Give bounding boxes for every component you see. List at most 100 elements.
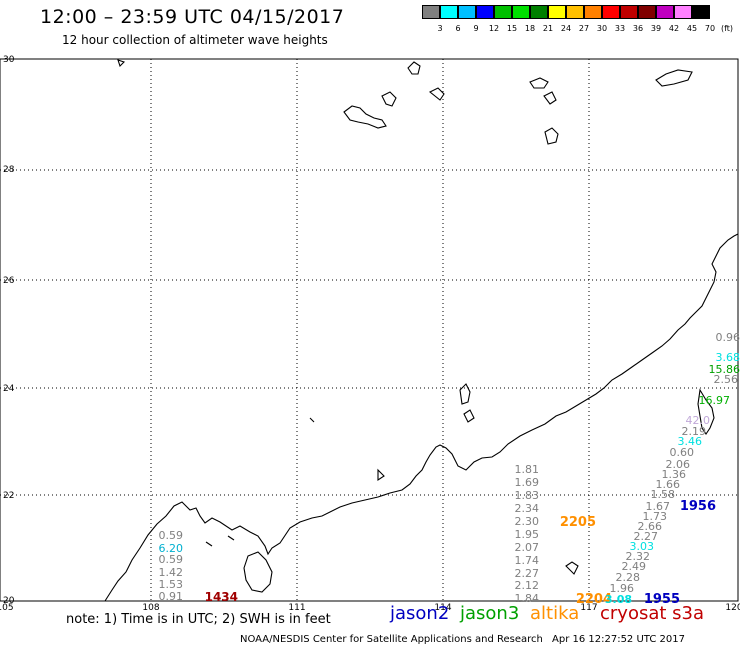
pass-time-label: 1955 — [644, 592, 680, 607]
wave-height-value: 1.67 — [646, 500, 671, 513]
wave-height-value: 3.46 — [678, 435, 703, 448]
wave-height-value: 6.20 — [159, 542, 184, 555]
wave-height-value: 2.06 — [666, 458, 691, 471]
latitude-tick: 20 — [3, 596, 15, 606]
scale-swatch — [620, 5, 638, 19]
scale-label: 33 — [614, 24, 626, 33]
longitude-tick: 114 — [434, 603, 451, 613]
wave-height-value: 1.83 — [515, 489, 540, 502]
scale-swatch — [440, 5, 458, 19]
longitude-tick: 105 — [0, 603, 14, 613]
scale-label: 21 — [542, 24, 554, 33]
wave-height-value: 2.28 — [616, 571, 641, 584]
wave-height-value: 2.32 — [626, 550, 651, 563]
longitude-tick: 111 — [288, 603, 305, 613]
graticule — [0, 59, 738, 601]
satellite-legend-jason2: jason2 — [390, 603, 450, 624]
scale-swatch — [458, 5, 476, 19]
scale-label: 3 — [437, 24, 443, 33]
wave-height-value: 0.59 — [159, 529, 184, 542]
footer-credit: NOAA/NESDIS Center for Satellite Applica… — [240, 634, 543, 645]
wave-height-value: 0.96 — [716, 331, 740, 344]
scale-swatch — [548, 5, 566, 19]
wave-height-value: 2.07 — [515, 541, 540, 554]
longitude-tick: 108 — [142, 603, 159, 613]
wave-height-value: 0.91 — [159, 590, 184, 603]
longitude-tick: 117 — [580, 603, 597, 613]
wave-height-value: 1.69 — [515, 476, 540, 489]
scale-swatch — [656, 5, 674, 19]
wave-height-value: 2.12 — [515, 579, 540, 592]
wave-height-value: 1.96 — [610, 582, 635, 595]
wave-height-value: 3.68 — [716, 351, 740, 364]
scale-label: 12 — [488, 24, 500, 33]
wave-height-value: 2.27 — [634, 530, 659, 543]
map-frame — [0, 58, 739, 602]
scale-label: 27 — [578, 24, 590, 33]
coastline — [104, 59, 739, 602]
wave-height-value: 1.53 — [159, 578, 184, 591]
wave-height-value: 2.49 — [622, 560, 647, 573]
wave-height-value: 0.59 — [159, 553, 184, 566]
scale-label: 18 — [524, 24, 536, 33]
pass-time-label: 3.08 — [605, 593, 632, 606]
longitude-ticks: 105 108 111 114 117 120 — [0, 603, 740, 613]
scale-swatch — [584, 5, 602, 19]
scale-swatch — [602, 5, 620, 19]
scale-label: 39 — [650, 24, 662, 33]
wave-height-value: 15.86 — [709, 363, 740, 376]
wave-height-value: 2.27 — [515, 567, 540, 580]
wave-height-tracks: 0.963.6815.862.5616.9742.02.193.460.602.… — [159, 331, 740, 605]
scale-label: 24 — [560, 24, 572, 33]
scale-label: 45 — [686, 24, 698, 33]
longitude-tick: 120 — [725, 603, 740, 613]
scale-label: 15 — [506, 24, 518, 33]
wave-height-value: 2.56 — [714, 373, 739, 386]
latitude-tick: 24 — [3, 384, 15, 394]
footer-timestamp: Apr 16 12:27:52 UTC 2017 — [552, 634, 685, 645]
latitude-tick: 28 — [3, 165, 15, 175]
scale-swatch — [494, 5, 512, 19]
pass-time-label: 1956 — [680, 499, 716, 514]
pass-time-label: 2205 — [560, 515, 596, 530]
pass-time-stamps: 1956 1955 2205 2204 1434 3.08 — [205, 499, 716, 607]
wave-height-value: 2.19 — [682, 425, 707, 438]
latitude-tick: 22 — [3, 491, 14, 501]
wave-height-value: 3.03 — [630, 540, 655, 553]
satellite-legend-jason3: jason3 — [460, 603, 520, 624]
wave-height-value: 2.34 — [515, 502, 540, 515]
latitude-tick: 30 — [3, 55, 15, 65]
scale-label: 9 — [473, 24, 479, 33]
scale-label: 6 — [455, 24, 461, 33]
scale-swatch — [530, 5, 548, 19]
wave-height-value: 1.81 — [515, 463, 540, 476]
wave-height-value: 16.97 — [699, 394, 731, 407]
scale-label: 30 — [596, 24, 608, 33]
scale-swatch — [638, 5, 656, 19]
scale-swatch — [692, 5, 710, 19]
scale-label: 42 — [668, 24, 680, 33]
wave-height-value: 2.30 — [515, 515, 540, 528]
wave-height-value: 1.66 — [656, 478, 681, 491]
scale-swatch — [674, 5, 692, 19]
scale-swatch — [422, 5, 440, 19]
wave-height-value: 1.36 — [662, 468, 687, 481]
scale-swatch — [476, 5, 494, 19]
scale-unit: (ft) — [720, 24, 734, 33]
wave-height-value: 1.95 — [515, 528, 540, 541]
pass-time-label: 2204 — [576, 592, 612, 607]
scale-label: 36 — [632, 24, 644, 33]
satellite-legend-altika: altika — [530, 603, 580, 624]
wave-height-value: 1.84 — [515, 592, 540, 605]
wave-height-value: 2.66 — [638, 520, 663, 533]
page-title: 12:00 – 23:59 UTC 04/15/2017 — [40, 6, 345, 28]
wave-height-value: 1.58 — [651, 488, 676, 501]
scale-swatch — [512, 5, 530, 19]
wave-height-value: 0.60 — [670, 446, 695, 459]
latitude-tick: 26 — [3, 276, 15, 286]
latitude-ticks: 30 28 26 24 22 20 — [3, 55, 15, 606]
page-subtitle: 12 hour collection of altimeter wave hei… — [62, 33, 328, 47]
wave-height-value: 42.0 — [686, 414, 711, 427]
units-note: note: 1) Time is in UTC; 2) SWH is in fe… — [66, 612, 331, 627]
satellite-legend-cryosat-s3a: cryosat s3a — [600, 603, 705, 624]
